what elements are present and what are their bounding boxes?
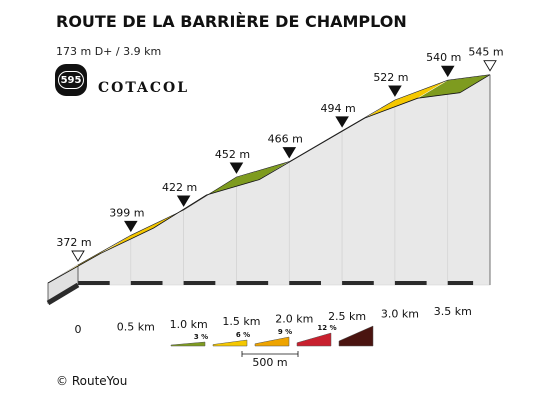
- elevation-label: 372 m: [56, 236, 91, 249]
- copyright: © RouteYou: [56, 374, 127, 388]
- elevation-label: 545 m: [468, 46, 503, 59]
- x-tick-label: 3.5 km: [434, 305, 472, 318]
- profile-faces: [46, 74, 491, 306]
- elevation-marker-icon: [440, 65, 455, 78]
- legend-label: 9 %: [278, 328, 292, 336]
- legend-label: 12 %: [317, 324, 336, 332]
- x-tick-label: 0.5 km: [117, 320, 155, 333]
- legend-swatch: [338, 325, 374, 347]
- bottom-band: [342, 281, 374, 285]
- end-edge: [459, 74, 491, 94]
- front-ridge: [47, 92, 461, 284]
- copyright-text: RouteYou: [71, 374, 128, 388]
- profile-top-surface: [47, 74, 491, 285]
- bottom-band: [394, 281, 427, 285]
- elevation-markers: 372 m 399 m 422 m 452 m 466 m 494 m 522 m 540 m…: [56, 46, 504, 262]
- start-face: [47, 264, 79, 304]
- legend-swatch: [212, 339, 248, 347]
- elevation-marker-icon: [229, 162, 244, 174]
- elevation-label: 540 m: [426, 51, 461, 64]
- x-tick-label: 2.0 km: [275, 313, 313, 326]
- side-face: [288, 130, 343, 286]
- bottom-band: [289, 281, 321, 285]
- elevation-marker-icon: [335, 116, 349, 128]
- badge-number: 595: [58, 71, 84, 89]
- x-tick-label: 1.5 km: [222, 315, 260, 328]
- back-ridge: [77, 74, 491, 266]
- elevation-label: 422 m: [162, 181, 197, 194]
- legend-swatch: [254, 336, 290, 347]
- bottom-band: [78, 281, 110, 285]
- bottom-band: [130, 281, 163, 285]
- x-axis-ticks: 0 0.5 km 1.0 km 1.5 km 2.0 km 2.5 km 3.0 km 3.5…: [75, 305, 472, 336]
- cotacol-badge-icon: 595: [55, 64, 87, 96]
- elevation-marker-icon: [388, 85, 402, 97]
- side-face: [447, 74, 491, 286]
- bottom-band: [447, 281, 474, 285]
- elevation-marker-icon: [71, 250, 85, 262]
- legend-label: 3 %: [194, 333, 208, 341]
- elevation-label: 494 m: [320, 102, 355, 115]
- elevation-label: 452 m: [215, 148, 250, 161]
- legend-label: 6 %: [236, 331, 250, 339]
- bottom-band: [183, 281, 216, 285]
- elevation-label: 522 m: [373, 71, 408, 84]
- side-face: [394, 79, 449, 286]
- scale-label: 500 m: [252, 356, 287, 369]
- legend-swatch: [170, 341, 206, 347]
- x-tick-label: 3.0 km: [381, 307, 419, 320]
- chart-title: ROUTE DE LA BARRIÈRE DE CHAMPLON: [56, 12, 407, 31]
- elevation-marker-icon: [483, 60, 497, 72]
- chart-subtitle: 173 m D+ / 3.9 km: [56, 45, 162, 58]
- elevation-marker-icon: [124, 220, 138, 233]
- side-face: [341, 99, 396, 286]
- elevation-label: 466 m: [268, 133, 303, 146]
- bottom-band: [236, 281, 269, 285]
- legend-swatch: [296, 332, 332, 347]
- x-tick-label: 2.5 km: [328, 310, 366, 323]
- elevation-marker-icon: [282, 147, 297, 159]
- side-face: [130, 209, 184, 286]
- x-tick-label: 1.0 km: [170, 318, 208, 331]
- gradient-legend: 3 % 6 % 9 % 12 % 500 m: [170, 324, 374, 369]
- elevation-label: 399 m: [109, 206, 144, 219]
- x-tick-label: 0: [75, 323, 82, 336]
- start-edge: [46, 282, 80, 306]
- elevation-marker-icon: [176, 195, 191, 207]
- brand-name: COTACOL: [98, 80, 190, 96]
- copyright-icon: ©: [56, 374, 68, 388]
